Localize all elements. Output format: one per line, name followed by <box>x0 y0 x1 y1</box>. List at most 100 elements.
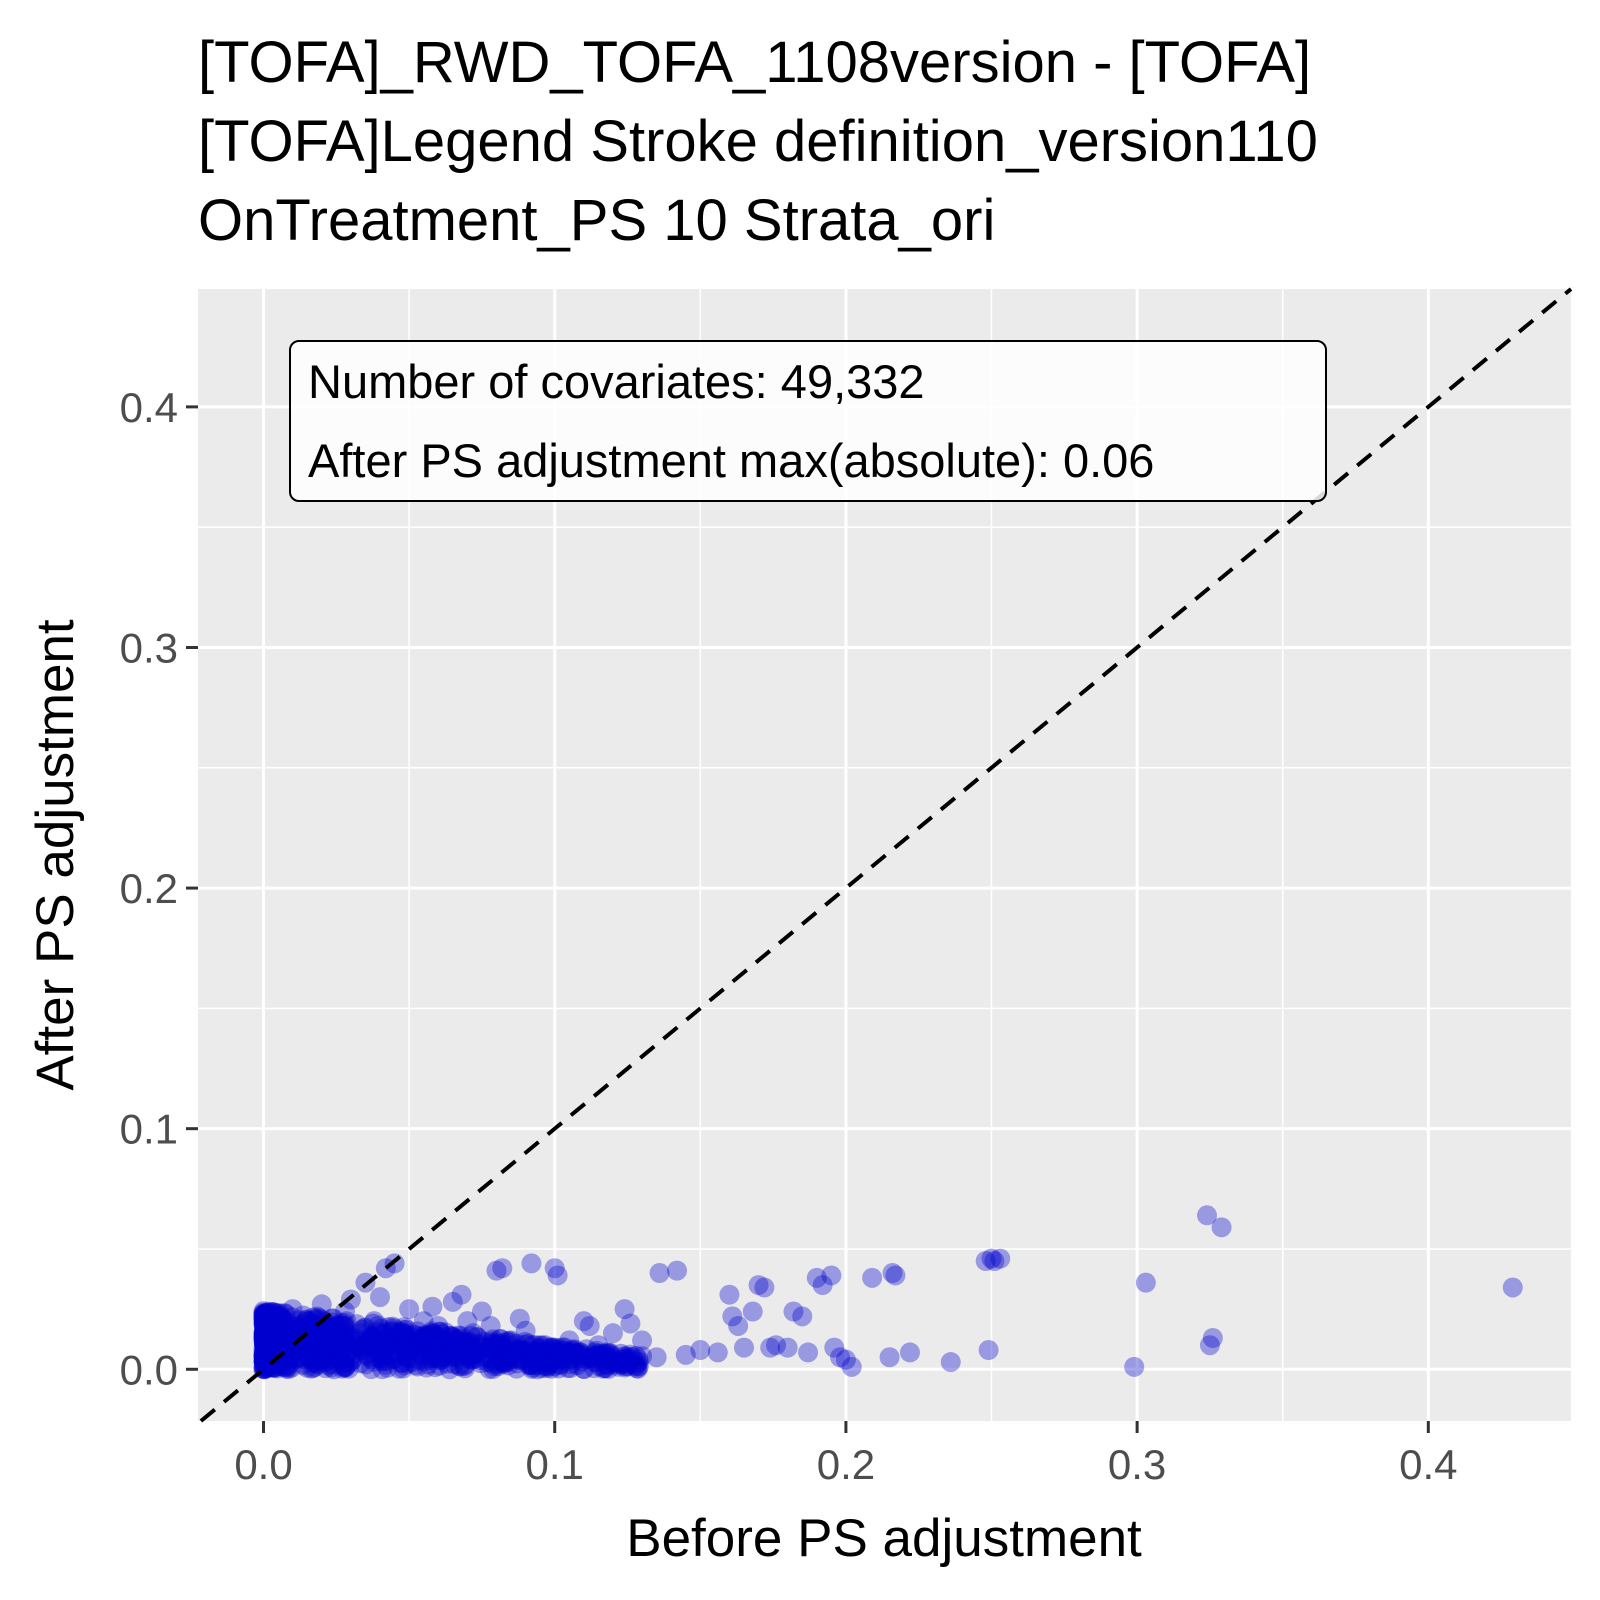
data-point <box>322 1308 343 1329</box>
data-point <box>296 1338 317 1359</box>
data-point <box>561 1344 582 1365</box>
data-point <box>602 1323 623 1344</box>
data-point <box>471 1333 492 1354</box>
data-point <box>263 1332 284 1353</box>
data-point <box>783 1301 804 1322</box>
data-point <box>362 1329 383 1350</box>
data-point <box>335 1315 356 1336</box>
data-point <box>554 1337 575 1358</box>
data-point <box>363 1334 384 1355</box>
data-point <box>385 1331 406 1352</box>
data-point <box>391 1321 412 1342</box>
data-point <box>254 1308 275 1329</box>
data-point <box>812 1275 833 1296</box>
data-point <box>549 1354 570 1375</box>
data-point <box>255 1325 276 1346</box>
data-point <box>254 1345 275 1366</box>
data-point <box>328 1326 349 1347</box>
data-point <box>328 1325 349 1346</box>
data-point <box>463 1323 484 1344</box>
data-point <box>574 1359 595 1380</box>
data-point <box>253 1345 274 1366</box>
data-point <box>532 1335 553 1356</box>
data-point <box>300 1322 321 1343</box>
data-point <box>370 1342 391 1363</box>
data-point <box>253 1315 274 1336</box>
data-point <box>254 1317 275 1338</box>
data-point <box>442 1327 463 1348</box>
data-point <box>449 1355 470 1376</box>
data-point <box>254 1335 275 1356</box>
data-point <box>271 1308 292 1329</box>
data-point <box>283 1342 304 1363</box>
data-point <box>344 1334 365 1355</box>
data-point <box>507 1353 528 1374</box>
data-point <box>513 1341 534 1362</box>
data-point <box>393 1323 414 1344</box>
data-point <box>548 1358 569 1379</box>
data-point <box>254 1313 275 1334</box>
data-point <box>270 1321 291 1342</box>
data-point <box>451 1284 472 1305</box>
data-point <box>506 1333 527 1354</box>
data-point <box>305 1325 326 1346</box>
data-point <box>334 1327 355 1348</box>
data-point <box>558 1350 579 1371</box>
data-point <box>253 1338 274 1359</box>
data-point <box>305 1314 326 1335</box>
data-point <box>467 1342 488 1363</box>
data-point <box>511 1343 532 1364</box>
data-point <box>519 1344 540 1365</box>
data-point <box>343 1348 364 1369</box>
chart-title-line-2: [TOFA]Legend Stroke definition_version11… <box>198 109 1318 174</box>
data-point <box>462 1349 483 1370</box>
data-point <box>278 1359 299 1380</box>
data-point <box>334 1334 355 1355</box>
data-point <box>253 1334 274 1355</box>
data-point <box>337 1343 358 1364</box>
data-point <box>435 1331 456 1352</box>
data-point <box>265 1310 286 1331</box>
data-point <box>440 1343 461 1364</box>
data-point <box>279 1344 300 1365</box>
data-point <box>253 1329 274 1350</box>
data-point <box>515 1340 536 1361</box>
data-point <box>303 1336 324 1357</box>
data-point <box>595 1349 616 1370</box>
x-tick-label: 0.2 <box>817 1441 875 1488</box>
data-point <box>387 1330 408 1351</box>
data-point <box>259 1323 280 1344</box>
data-point <box>253 1351 274 1372</box>
data-point <box>270 1349 291 1370</box>
data-point <box>415 1336 436 1357</box>
data-point <box>448 1329 469 1350</box>
data-point <box>460 1339 481 1360</box>
data-point <box>615 1348 636 1369</box>
data-point <box>314 1348 335 1369</box>
data-point <box>766 1335 787 1356</box>
data-point <box>1135 1272 1156 1293</box>
data-point <box>377 1357 398 1378</box>
data-point <box>533 1344 554 1365</box>
data-point <box>349 1337 370 1358</box>
data-point <box>457 1311 478 1332</box>
data-point <box>253 1351 274 1372</box>
data-point <box>265 1323 286 1344</box>
data-point <box>264 1338 285 1359</box>
data-point <box>490 1337 511 1358</box>
data-point <box>363 1351 384 1372</box>
data-point <box>559 1330 580 1351</box>
data-point <box>256 1329 277 1350</box>
data-point <box>407 1334 428 1355</box>
data-point <box>366 1341 387 1362</box>
data-point <box>370 1343 391 1364</box>
data-point <box>318 1355 339 1376</box>
data-point <box>500 1346 521 1367</box>
data-point <box>425 1357 446 1378</box>
data-point <box>261 1348 282 1369</box>
data-point <box>975 1251 996 1272</box>
data-point <box>490 1328 511 1349</box>
data-point <box>281 1307 302 1328</box>
data-point <box>278 1322 299 1343</box>
data-point <box>525 1335 546 1356</box>
